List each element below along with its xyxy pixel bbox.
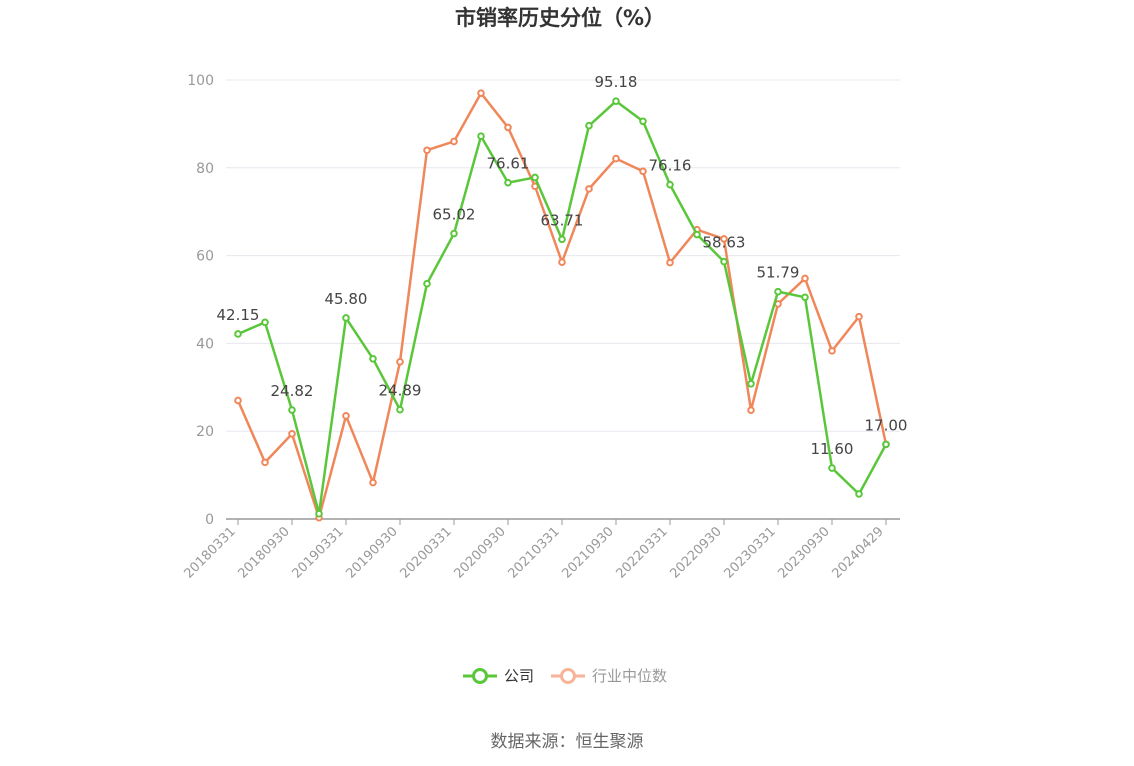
data-point[interactable] (828, 347, 836, 355)
data-label: 42.15 (217, 306, 260, 324)
data-point[interactable] (801, 274, 809, 283)
y-tick-label: 40 (196, 336, 214, 352)
data-point[interactable] (612, 154, 620, 163)
data-point[interactable] (747, 406, 755, 414)
data-label: 63.71 (541, 211, 584, 229)
x-tick-label: 20200331 (397, 524, 454, 581)
data-point[interactable] (450, 229, 458, 238)
data-point[interactable] (369, 354, 377, 363)
data-point[interactable] (261, 318, 269, 327)
data-labels: 42.15 24.82 45.80 24.89 65.02 76.61 63.71 95.18… (217, 73, 908, 458)
data-point[interactable] (288, 430, 296, 438)
data-point[interactable] (369, 478, 377, 487)
data-point[interactable] (720, 257, 728, 266)
legend-label-industry: 行业中位数 (592, 667, 667, 685)
y-tick-label: 0 (205, 512, 214, 528)
data-point[interactable] (423, 279, 431, 288)
data-label: 58.63 (703, 234, 746, 252)
data-point[interactable] (639, 117, 647, 126)
data-point[interactable] (342, 412, 350, 420)
data-point[interactable] (585, 121, 593, 130)
y-axis: 0 20 40 60 80 100 (187, 73, 214, 528)
x-tick-label: 20180331 (181, 524, 238, 581)
data-point[interactable] (666, 180, 674, 189)
x-tick-label: 20240429 (829, 524, 886, 581)
y-tick-label: 20 (196, 424, 214, 440)
data-point[interactable] (720, 235, 728, 243)
legend-item-industry[interactable]: 行业中位数 (551, 667, 667, 685)
x-tick-label: 20190930 (343, 524, 400, 581)
data-label: 17.00 (865, 416, 908, 434)
data-source: 数据来源：恒生聚源 (491, 732, 644, 752)
x-tick-label: 20210930 (559, 524, 616, 581)
data-point[interactable] (747, 379, 755, 388)
data-point[interactable] (855, 312, 863, 321)
legend-item-company[interactable]: 公司 (463, 667, 534, 685)
x-tick-label: 20210331 (505, 524, 562, 581)
data-point[interactable] (396, 358, 404, 366)
data-point[interactable] (234, 330, 242, 338)
data-point[interactable] (882, 440, 890, 449)
series (234, 89, 890, 522)
x-tick-label: 20190331 (289, 524, 346, 581)
data-point[interactable] (342, 314, 350, 322)
data-point[interactable] (585, 185, 593, 193)
data-point[interactable] (396, 405, 404, 414)
x-tick-label: 20230930 (775, 524, 832, 581)
data-label: 24.82 (271, 382, 314, 400)
data-point[interactable] (504, 178, 512, 187)
chart-title: 市销率历史分位（%） (455, 6, 665, 30)
data-point[interactable] (558, 235, 566, 244)
data-point[interactable] (477, 132, 485, 140)
data-label: 24.89 (379, 382, 422, 400)
y-tick-label: 60 (196, 249, 214, 265)
y-tick-label: 100 (187, 73, 214, 89)
data-point[interactable] (423, 146, 431, 155)
data-point[interactable] (450, 137, 458, 146)
legend-label-company: 公司 (504, 667, 534, 685)
data-point[interactable] (504, 123, 512, 132)
data-label: 51.79 (757, 264, 800, 282)
data-point[interactable] (558, 258, 566, 266)
data-point[interactable] (234, 396, 242, 405)
data-label: 76.16 (649, 157, 692, 175)
data-label: 45.80 (325, 290, 368, 308)
x-tick-label: 20220331 (613, 524, 670, 581)
data-point[interactable] (315, 509, 323, 518)
data-point[interactable] (801, 293, 809, 302)
data-point[interactable] (693, 230, 701, 239)
data-point[interactable] (477, 89, 485, 97)
data-label: 95.18 (595, 73, 638, 91)
series-company (234, 97, 890, 518)
data-label: 11.60 (811, 440, 854, 458)
data-label: 65.02 (433, 206, 476, 224)
legend[interactable]: 公司 行业中位数 (463, 667, 667, 685)
x-tick-label: 20180930 (235, 524, 292, 581)
data-point[interactable] (612, 97, 620, 105)
data-point[interactable] (531, 173, 539, 182)
data-point[interactable] (639, 167, 647, 176)
data-point[interactable] (855, 490, 863, 498)
data-label: 76.61 (487, 155, 530, 173)
data-point[interactable] (666, 258, 674, 267)
x-tick-label: 20220930 (667, 524, 724, 581)
x-tick-label: 20200930 (451, 524, 508, 581)
grid (226, 79, 900, 432)
y-tick-label: 80 (196, 161, 214, 177)
data-point[interactable] (288, 406, 296, 414)
x-tick-label: 20230331 (721, 524, 778, 581)
x-axis: 2018033120180930201903312019093020200331… (181, 519, 887, 582)
data-point[interactable] (261, 458, 269, 467)
data-point[interactable] (828, 464, 836, 472)
data-point[interactable] (774, 287, 782, 296)
